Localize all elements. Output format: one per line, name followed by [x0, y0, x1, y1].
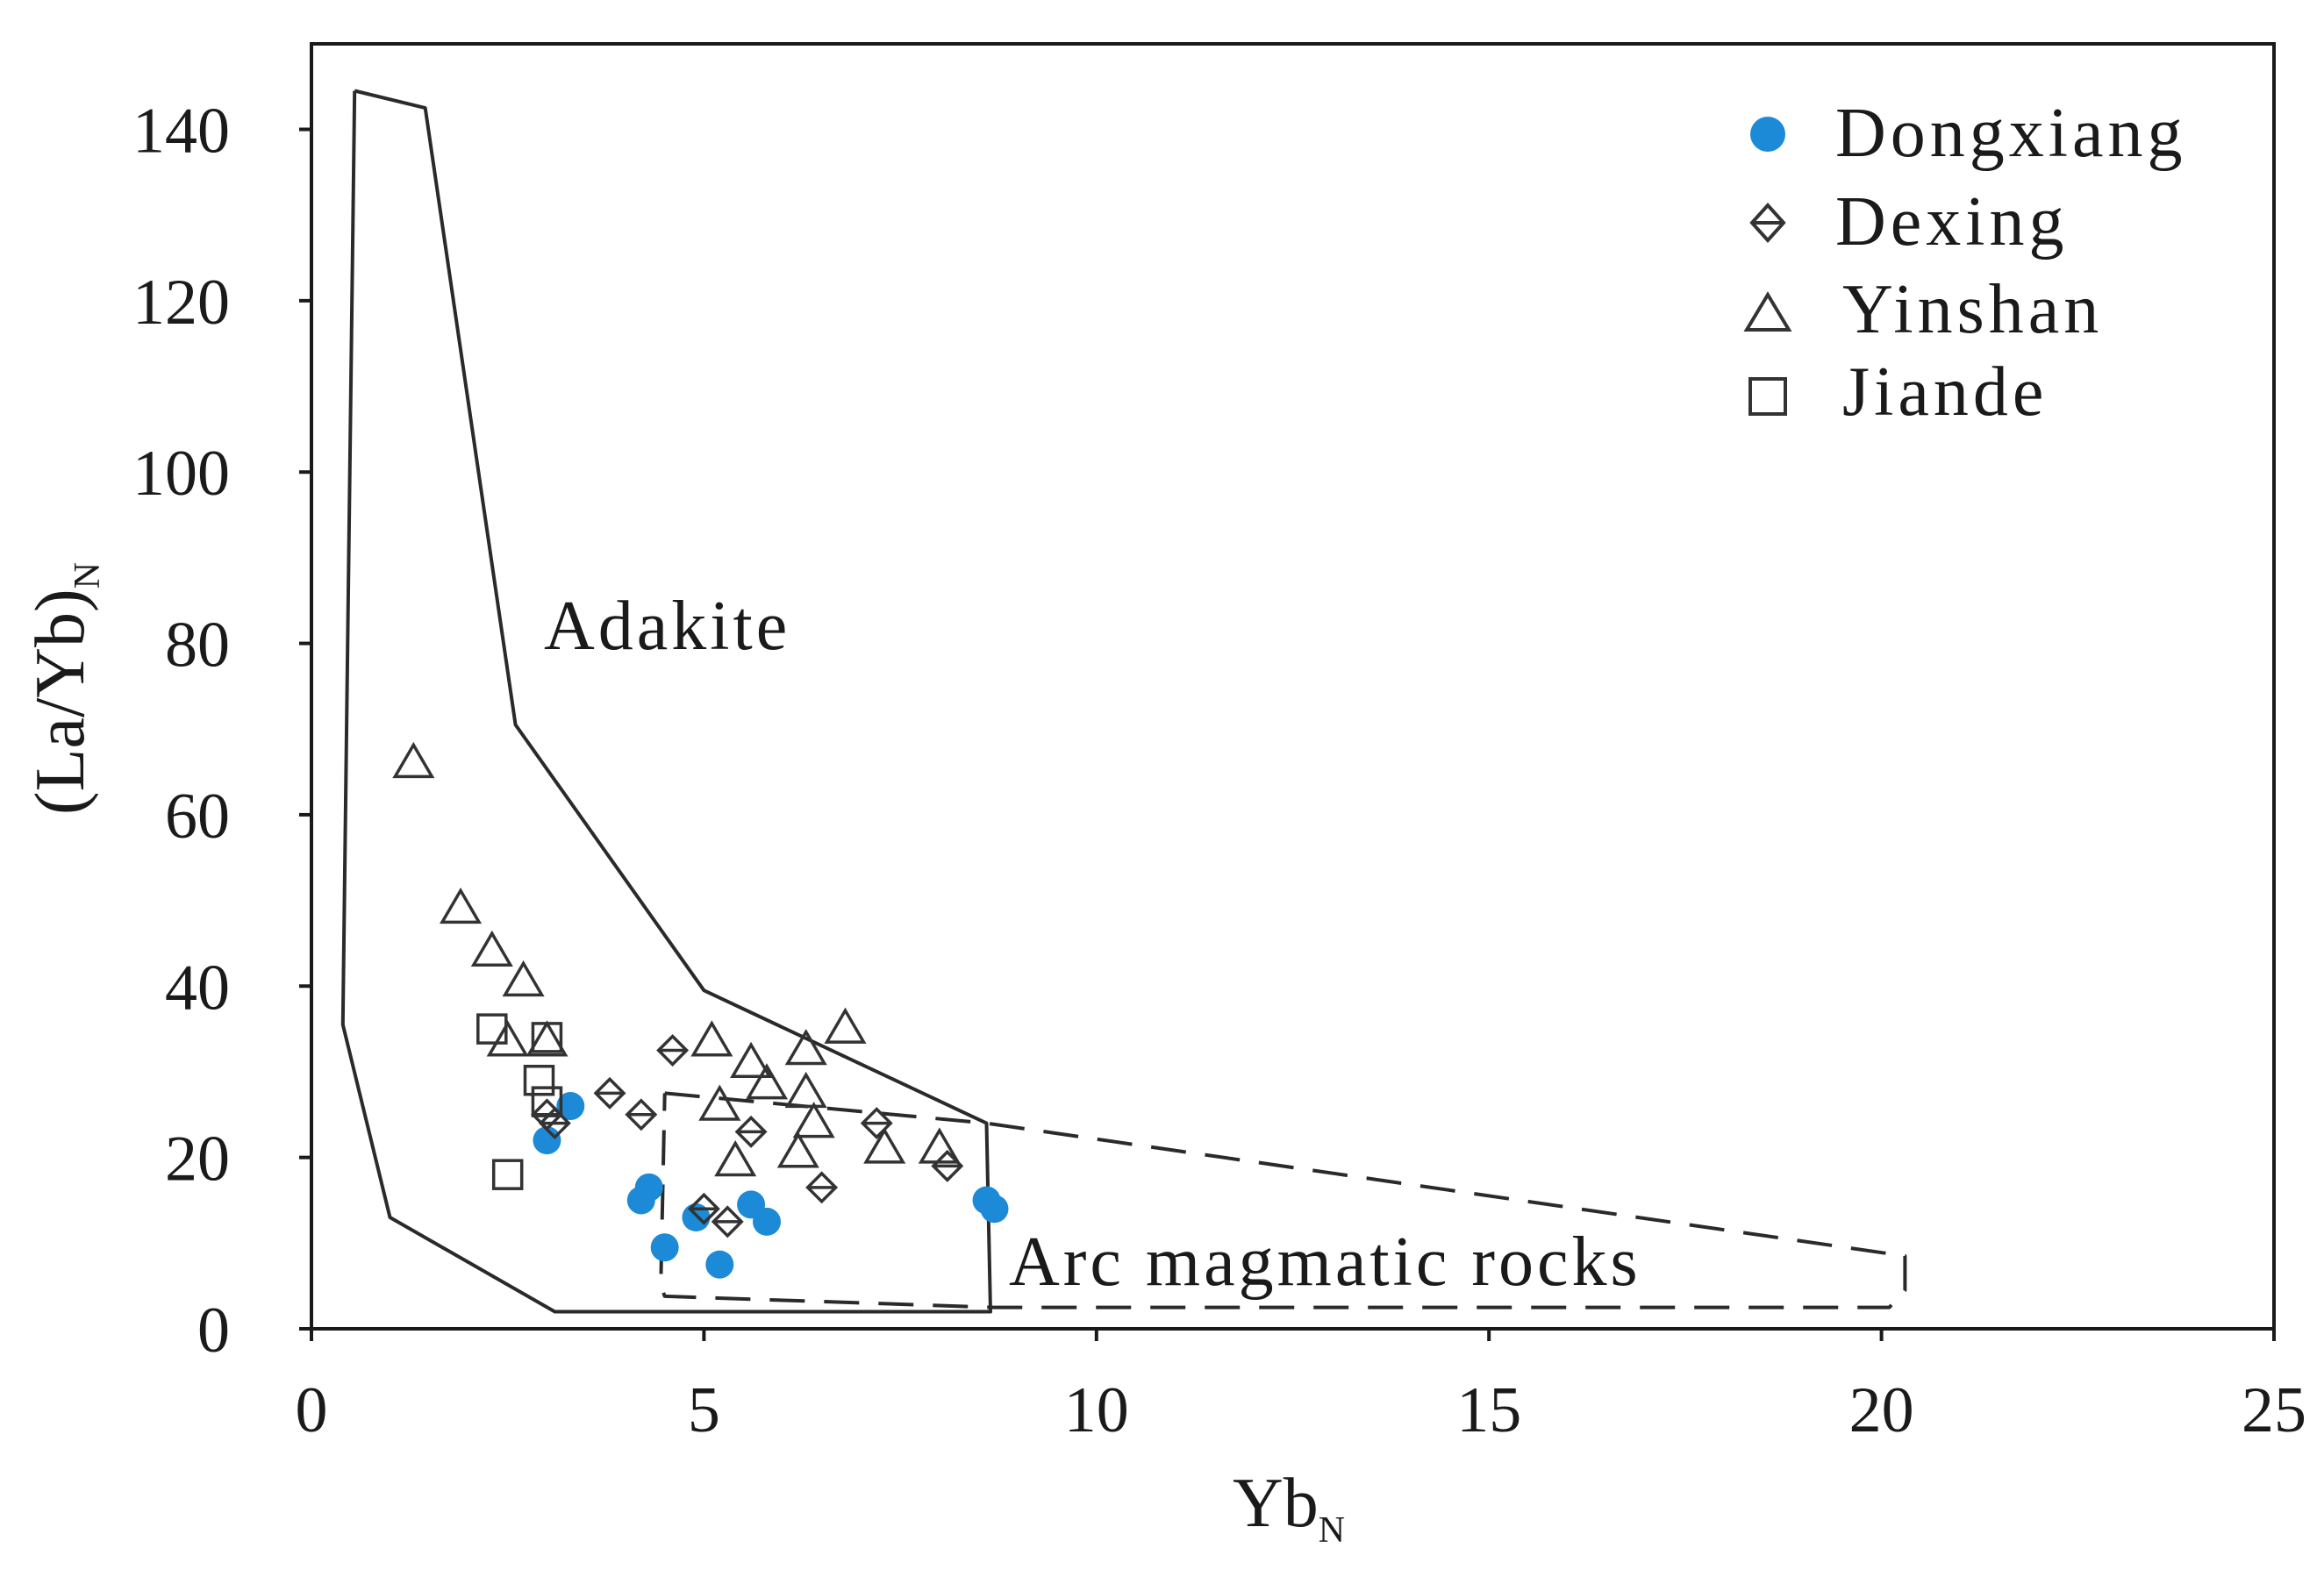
dongxiang-point	[705, 1250, 734, 1279]
yinshan-point	[792, 1102, 835, 1138]
plot-frame	[310, 42, 2276, 1331]
legend-marker-dongxiang	[1750, 117, 1785, 152]
x-axis-title: YbN	[1233, 1465, 1345, 1551]
dexing-point	[687, 1192, 720, 1225]
dongxiang-point	[650, 1233, 679, 1262]
legend-marker-dexing	[1749, 203, 1786, 243]
dexing-point	[656, 1034, 690, 1067]
yinshan-point	[690, 1020, 733, 1057]
x-tick-label: 0	[296, 1374, 328, 1446]
x-tick-label: 10	[1064, 1374, 1129, 1446]
legend-marker-yinshan	[1743, 291, 1792, 332]
yinshan-point	[714, 1140, 757, 1177]
yinshan-point	[776, 1131, 819, 1168]
dongxiang-point	[634, 1173, 663, 1202]
region-label-adakite: Adakite	[544, 588, 790, 665]
y-axis-title: (La/Yb)N	[22, 562, 108, 815]
jiande-point	[523, 1064, 555, 1096]
jiande-point	[531, 1022, 563, 1053]
y-tick-label: 20	[165, 1124, 230, 1195]
legend: Dongxiang Dexing Yinshan Jiande	[1743, 95, 2187, 431]
x-tick-label: 25	[2242, 1374, 2306, 1446]
y-tick-label: 0	[197, 1295, 230, 1367]
x-tick-label: 5	[688, 1374, 720, 1446]
y-tick-label: 120	[132, 267, 230, 339]
dongxiang-point	[533, 1126, 561, 1155]
y-tick-label: 40	[165, 952, 230, 1024]
yinshan-point	[698, 1084, 741, 1121]
y-tick-label: 140	[132, 96, 230, 168]
dongxiang-point	[556, 1092, 585, 1121]
yinshan-point	[470, 930, 513, 967]
region-adakite	[340, 89, 992, 1314]
yinshan-point	[824, 1007, 867, 1044]
legend-label-dexing: Dexing	[1835, 183, 2069, 260]
dexing-point	[931, 1149, 964, 1182]
y-tick-label: 80	[165, 610, 230, 682]
x-axis-title-subscript: N	[1319, 1510, 1345, 1551]
dongxiang-point	[752, 1207, 781, 1236]
region-arc-magmatic-rocks	[659, 1091, 1907, 1310]
legend-label-yinshan: Yinshan	[1842, 271, 2103, 348]
yinshan-point	[526, 1020, 568, 1057]
x-tick-label: 20	[1849, 1374, 1914, 1446]
yinshan-point	[730, 1041, 773, 1078]
region-label-arc: Arc magmatic rocks	[1009, 1224, 1641, 1301]
y-tick-label: 60	[165, 781, 230, 853]
yinshan-point	[502, 960, 545, 997]
yinshan-point	[784, 1029, 827, 1066]
dexing-point	[860, 1107, 893, 1140]
legend-label-dongxiang: Dongxiang	[1835, 95, 2187, 172]
dexing-point	[805, 1171, 839, 1204]
y-tick-label: 100	[132, 438, 230, 510]
dexing-point	[593, 1076, 626, 1110]
y-axis-title-main: (La/Yb)	[22, 589, 99, 815]
x-axis-title-main: Yb	[1233, 1465, 1319, 1542]
yinshan-point	[486, 1020, 529, 1057]
dongxiang-point	[682, 1203, 711, 1232]
yinshan-point	[439, 887, 483, 924]
dexing-point	[625, 1098, 658, 1131]
yinshan-point	[784, 1071, 827, 1109]
dexing-point	[538, 1107, 571, 1140]
y-axis-title-subscript: N	[68, 562, 108, 589]
jiande-point	[491, 1159, 524, 1190]
yinshan-point	[863, 1127, 906, 1164]
legend-marker-jiande	[1748, 377, 1787, 416]
dexing-point	[711, 1205, 744, 1238]
yinshan-point	[745, 1063, 789, 1100]
dexing-point	[734, 1115, 768, 1148]
dongxiang-point	[980, 1195, 1009, 1224]
x-tick-label: 15	[1456, 1374, 1521, 1446]
legend-label-jiande: Jiande	[1842, 353, 2048, 431]
jiande-point	[476, 1013, 508, 1045]
yinshan-point	[918, 1127, 961, 1164]
yinshan-point	[392, 741, 435, 779]
jiande-point	[531, 1086, 563, 1117]
